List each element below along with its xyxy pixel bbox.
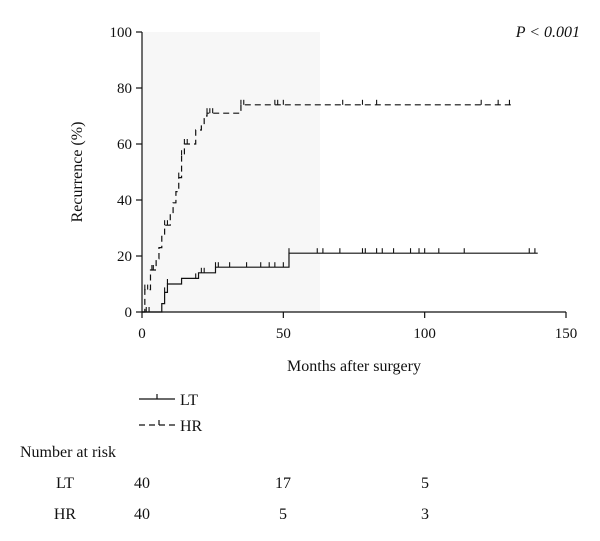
risk-value-hr-0: 40	[134, 506, 150, 523]
p-value-annotation: P < 0.001	[515, 24, 580, 41]
y-axis-title: Recurrence (%)	[69, 122, 86, 223]
y-tick-label-0: 0	[125, 305, 133, 321]
risk-table-title: Number at risk	[20, 444, 116, 461]
y-tick-label-80: 80	[117, 81, 132, 97]
x-tick-label-100: 100	[413, 326, 436, 342]
x-axis-title: Months after surgery	[287, 358, 421, 375]
x-tick-label-0: 0	[138, 326, 146, 342]
legend-label-hr: HR	[180, 418, 203, 435]
risk-row-label-hr: HR	[54, 506, 77, 523]
risk-value-hr-100: 3	[421, 506, 429, 523]
series-line-hr	[142, 104, 513, 313]
legend: LT HR	[139, 392, 203, 435]
x-tick-label-50: 50	[276, 326, 291, 342]
series-layer	[142, 99, 538, 313]
plot-area	[142, 32, 320, 312]
y-tick-label-100: 100	[110, 25, 133, 41]
plot-background	[142, 32, 320, 312]
risk-table: Number at risk LT HR 40 17 5 40 5 3	[20, 444, 429, 523]
series-line-lt	[142, 252, 538, 313]
legend-label-lt: LT	[180, 392, 198, 409]
risk-value-lt-0: 40	[134, 475, 150, 492]
y-tick-label-60: 60	[117, 137, 132, 153]
legend-item-hr: HR	[139, 418, 203, 435]
legend-item-lt: LT	[139, 392, 198, 409]
axes: 0 20 40 60 80 100 0 50 100 150	[110, 25, 578, 342]
risk-value-lt-50: 17	[275, 475, 291, 492]
y-tick-label-20: 20	[117, 249, 132, 265]
x-tick-label-150: 150	[555, 326, 578, 342]
risk-row-label-lt: LT	[56, 475, 74, 492]
y-tick-label-40: 40	[117, 193, 132, 209]
risk-value-hr-50: 5	[279, 506, 287, 523]
risk-value-lt-100: 5	[421, 475, 429, 492]
